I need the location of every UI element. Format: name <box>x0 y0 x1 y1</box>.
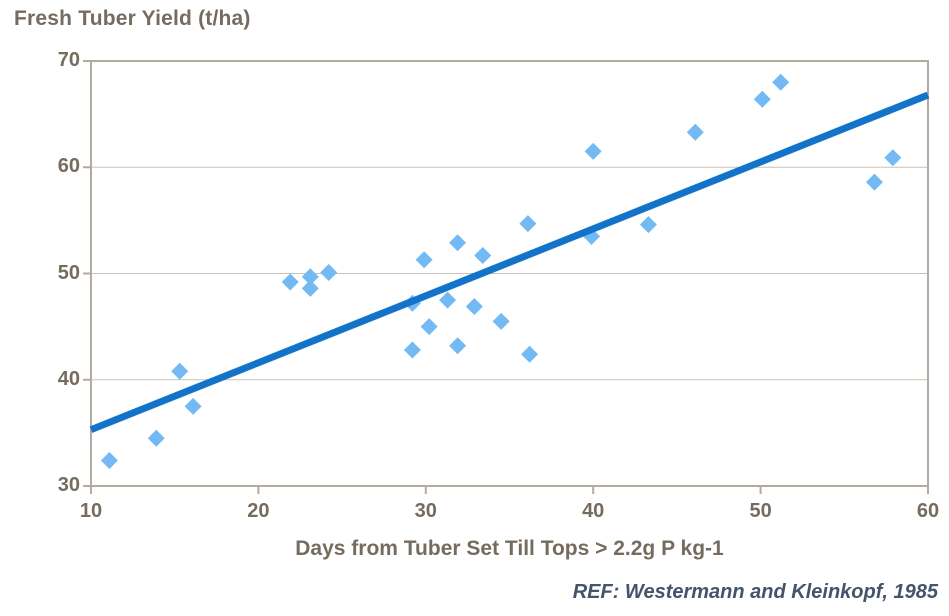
data-point-marker <box>474 246 492 264</box>
y-tick-label-70: 70 <box>57 49 80 71</box>
chart-title: Fresh Tuber Yield (t/ha) <box>14 7 251 30</box>
data-point-marker <box>449 234 467 252</box>
data-point-marker <box>753 90 771 108</box>
x-axis-label: Days from Tuber Set Till Tops > 2.2g P k… <box>295 537 724 560</box>
x-tick-label-50: 50 <box>749 500 772 522</box>
data-point-marker <box>171 362 189 380</box>
y-tick-label-50: 50 <box>57 261 80 284</box>
data-point-marker <box>465 297 483 315</box>
x-tick-label-10: 10 <box>79 500 103 522</box>
data-point-marker <box>519 215 537 233</box>
data-point-marker <box>147 429 165 447</box>
data-point-marker <box>521 345 539 363</box>
data-point-marker <box>184 397 202 415</box>
x-tick-label-30: 30 <box>414 500 437 522</box>
trend-line <box>89 91 930 433</box>
data-point-marker <box>281 273 299 291</box>
data-point-marker <box>584 142 602 160</box>
data-point-marker <box>420 318 438 336</box>
y-tick-label-30: 30 <box>57 474 80 496</box>
data-point-marker <box>639 216 657 234</box>
data-point-marker <box>772 73 790 91</box>
y-tick-label-60: 60 <box>57 155 80 178</box>
data-point-marker <box>884 149 902 167</box>
data-point-marker <box>449 337 467 355</box>
x-tick-label-20: 20 <box>247 500 270 522</box>
data-point-marker <box>301 268 319 286</box>
data-point-marker <box>403 341 421 359</box>
data-point-marker <box>439 291 457 309</box>
y-tick-label-40: 40 <box>57 367 80 390</box>
data-point-marker <box>865 173 883 191</box>
reference-citation: REF: Westermann and Kleinkopf, 1985 <box>572 581 938 603</box>
data-point-marker <box>492 312 510 330</box>
data-point-marker <box>301 279 319 297</box>
data-point-marker <box>415 251 433 269</box>
data-point-marker <box>320 263 338 281</box>
data-point-marker <box>100 452 118 469</box>
x-tick-label-40: 40 <box>582 500 605 522</box>
x-tick-label-60: 60 <box>916 500 940 522</box>
data-point-marker <box>686 123 704 141</box>
